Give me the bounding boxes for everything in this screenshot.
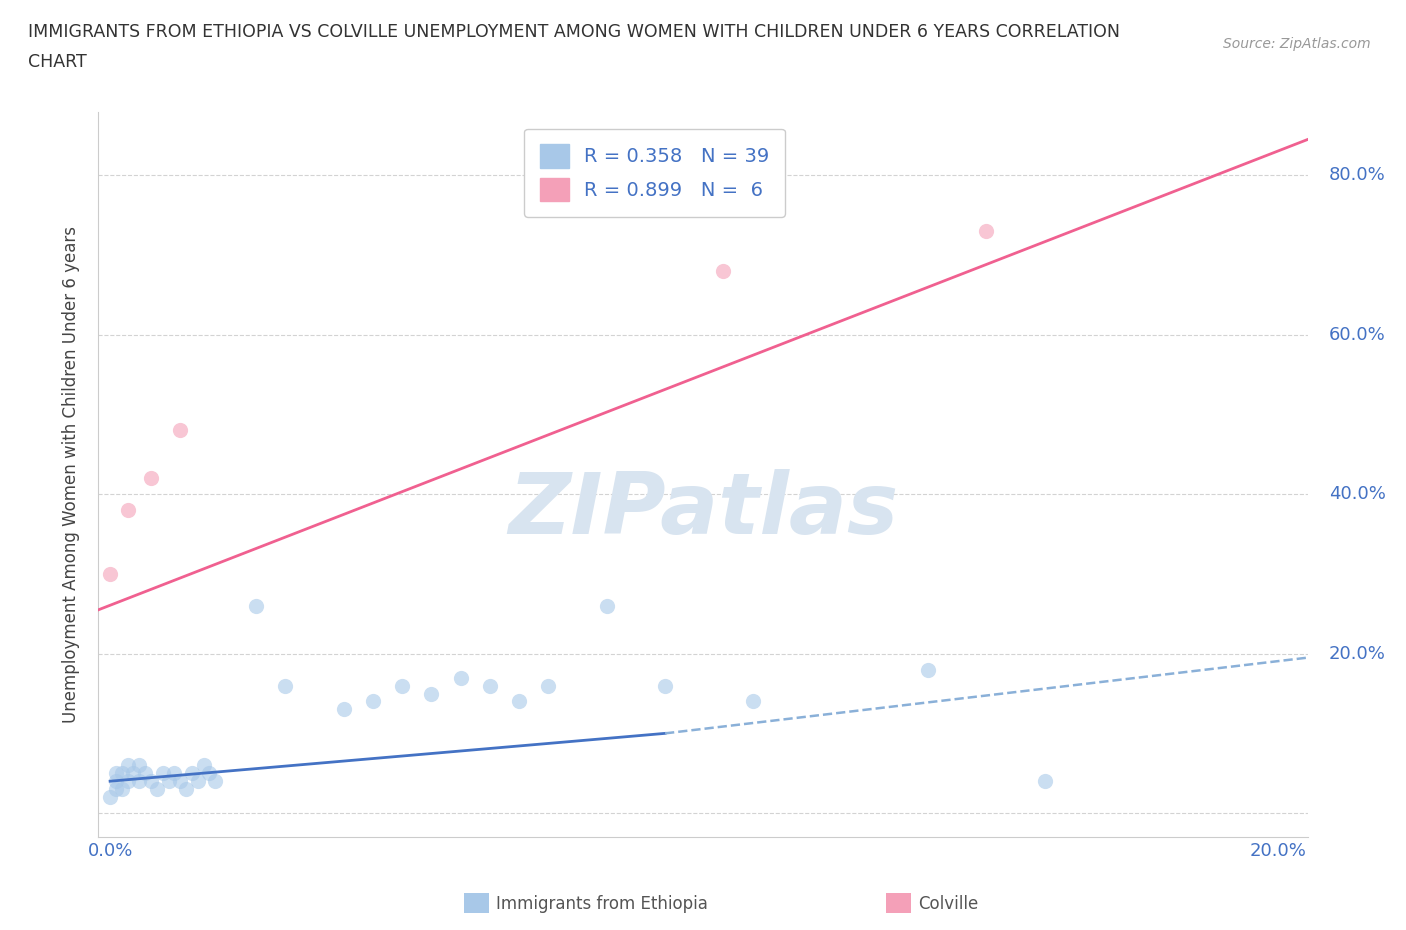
Text: ZIPatlas: ZIPatlas: [508, 469, 898, 552]
Point: [245, 598, 267, 613]
Point: [654, 678, 676, 693]
Point: [117, 774, 139, 789]
Point: [134, 765, 156, 780]
Point: [146, 782, 169, 797]
Point: [122, 765, 145, 780]
Point: [180, 765, 202, 780]
Text: Source: ZipAtlas.com: Source: ZipAtlas.com: [1223, 37, 1371, 51]
Point: [450, 671, 472, 685]
Point: [104, 774, 127, 789]
Point: [98, 566, 121, 581]
Point: [595, 598, 617, 613]
Point: [139, 774, 162, 789]
Point: [128, 774, 150, 789]
Point: [128, 758, 150, 773]
Point: [1033, 774, 1056, 789]
Point: [117, 503, 139, 518]
Point: [104, 782, 127, 797]
Point: [193, 758, 215, 773]
Text: 40.0%: 40.0%: [1329, 485, 1385, 503]
Point: [391, 678, 413, 693]
Point: [98, 790, 121, 804]
Point: [537, 678, 560, 693]
Text: 20.0%: 20.0%: [1329, 644, 1385, 663]
Text: IMMIGRANTS FROM ETHIOPIA VS COLVILLE UNEMPLOYMENT AMONG WOMEN WITH CHILDREN UNDE: IMMIGRANTS FROM ETHIOPIA VS COLVILLE UNE…: [28, 23, 1121, 41]
Point: [361, 694, 384, 709]
Point: [187, 774, 209, 789]
Point: [508, 694, 530, 709]
Point: [420, 686, 443, 701]
Text: 80.0%: 80.0%: [1329, 166, 1385, 184]
Point: [157, 774, 180, 789]
Point: [174, 782, 197, 797]
Point: [169, 774, 191, 789]
Point: [111, 765, 134, 780]
Point: [332, 702, 354, 717]
Point: [111, 782, 134, 797]
Point: [169, 423, 191, 438]
Text: Immigrants from Ethiopia: Immigrants from Ethiopia: [496, 895, 709, 913]
Point: [974, 224, 997, 239]
Point: [713, 263, 735, 278]
Point: [117, 758, 139, 773]
Point: [139, 471, 162, 485]
Point: [104, 765, 127, 780]
Legend: R = 0.358   N = 39, R = 0.899   N =  6: R = 0.358 N = 39, R = 0.899 N = 6: [524, 128, 785, 217]
Point: [198, 765, 221, 780]
Point: [917, 662, 939, 677]
Point: [274, 678, 297, 693]
Point: [478, 678, 501, 693]
Point: [163, 765, 186, 780]
Y-axis label: Unemployment Among Women with Children Under 6 years: Unemployment Among Women with Children U…: [62, 226, 80, 723]
Point: [741, 694, 763, 709]
Text: CHART: CHART: [28, 53, 87, 71]
Point: [152, 765, 174, 780]
Text: 60.0%: 60.0%: [1329, 326, 1385, 344]
Point: [204, 774, 226, 789]
Text: Colville: Colville: [918, 895, 979, 913]
